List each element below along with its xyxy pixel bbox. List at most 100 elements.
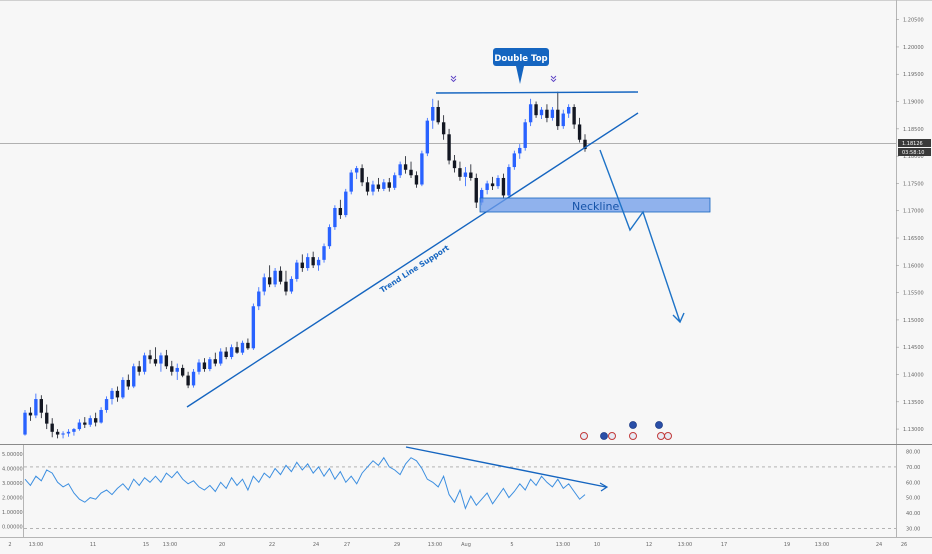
- candle-body: [354, 168, 359, 173]
- price-tick-label: 1.20500: [903, 18, 924, 24]
- us-flag-icon[interactable]: [608, 432, 616, 440]
- event-icons[interactable]: [580, 421, 672, 440]
- candle-body: [186, 375, 190, 386]
- candle-body: [512, 153, 517, 168]
- candle-body: [311, 257, 315, 266]
- us-flag-icon[interactable]: [580, 432, 588, 440]
- candle-body: [365, 182, 370, 192]
- price-tick-label: 1.19500: [903, 72, 924, 78]
- time-tick-label: 13:00: [428, 542, 442, 548]
- candle-body: [126, 379, 130, 387]
- eu-flag-icon[interactable]: [655, 421, 663, 429]
- candlestick-series: [23, 91, 587, 439]
- candle-body: [175, 367, 179, 372]
- candle-body: [572, 106, 576, 125]
- candle-body: [23, 412, 27, 435]
- candle-body: [132, 366, 136, 387]
- candle-body: [528, 104, 533, 123]
- candle-body: [267, 277, 272, 285]
- candle-body: [99, 409, 103, 423]
- price-tick-label: 1.16500: [903, 236, 924, 242]
- double-top-label-bg: [493, 48, 549, 66]
- top-marker-right: [550, 75, 557, 83]
- price-tick-label: 1.16000: [903, 263, 924, 269]
- candle-body: [170, 366, 174, 372]
- candle-body: [61, 433, 65, 435]
- double-top-label: Double Top: [494, 54, 547, 64]
- candle-body: [240, 342, 245, 353]
- candle-body: [360, 168, 364, 183]
- candle-body: [507, 167, 511, 196]
- candle-body: [333, 207, 337, 228]
- candle-body: [202, 362, 207, 370]
- candle-body: [45, 412, 49, 424]
- price-tick-label: 1.19000: [903, 100, 924, 106]
- time-tick-label: 13:00: [678, 542, 692, 548]
- candle-body: [523, 122, 527, 148]
- price-axis: 1.20500 1.20000 1.19500 1.19000 1.18500 1.180…: [896, 18, 924, 433]
- candle-body: [420, 153, 424, 185]
- projection-arrowhead: [672, 312, 685, 324]
- candle-body: [474, 177, 478, 203]
- candle-body: [550, 109, 555, 118]
- price-tick-label: 1.13000: [903, 427, 924, 433]
- candle-body: [110, 390, 114, 400]
- candle-body: [191, 371, 196, 386]
- candle-body: [229, 347, 234, 358]
- price-tick-label: 1.13500: [903, 400, 924, 406]
- oscillator-right-axis: 80.00 70.00 60.00 50.00 40.00 30.00: [906, 450, 920, 533]
- us-flag-icon[interactable]: [657, 432, 665, 440]
- countdown-value: 03:58:10: [902, 150, 924, 156]
- candle-body: [289, 278, 294, 292]
- oscillator-right-tick-label: 80.00: [906, 450, 920, 456]
- chevron-down-icon: [550, 75, 557, 80]
- oscillator-left-tick-label: 3.00000: [2, 481, 23, 487]
- double-top-pointer: [516, 66, 524, 84]
- time-tick-label: Aug: [461, 542, 471, 548]
- neckline-zone: [479, 197, 711, 213]
- eu-flag-icon[interactable]: [600, 432, 608, 440]
- us-flag-icon[interactable]: [629, 432, 637, 440]
- candle-body: [251, 306, 256, 349]
- time-tick-label: 22: [269, 542, 275, 548]
- last-price-value: 1.18126: [902, 141, 923, 147]
- candle-body: [447, 134, 451, 161]
- resistance-line: [435, 91, 639, 94]
- candle-body: [539, 109, 544, 116]
- candle-body: [496, 177, 500, 187]
- top-marker-left: [450, 75, 457, 83]
- candle-body: [403, 164, 408, 170]
- candle-body: [414, 175, 419, 185]
- countdown-tag: [898, 148, 931, 156]
- eu-flag-icon[interactable]: [629, 421, 637, 429]
- time-tick-label: 19: [784, 542, 790, 548]
- time-tick-label: 13:00: [29, 542, 43, 548]
- candle-body: [545, 109, 549, 118]
- candle-body: [197, 362, 201, 372]
- candle-body: [300, 262, 304, 269]
- oscillator-line: [24, 456, 586, 510]
- oscillator-left-tick-label: 2.00000: [2, 496, 23, 502]
- chevron-down-icon: [450, 75, 457, 80]
- price-tick-label: 1.17000: [903, 209, 924, 215]
- double-top-callout: Double Top: [493, 48, 549, 84]
- us-flag-icon[interactable]: [664, 432, 672, 440]
- oscillator-left-tick-label: 4.00000: [2, 467, 23, 473]
- candle-body: [39, 399, 43, 413]
- candle-body: [262, 277, 266, 292]
- candle-body: [55, 431, 60, 435]
- candle-body: [295, 262, 299, 279]
- candle-body: [159, 355, 163, 364]
- time-tick-label: 17: [721, 542, 727, 548]
- candle-body: [561, 113, 565, 127]
- candle-body: [583, 139, 587, 150]
- price-tick-label: 1.14500: [903, 345, 924, 351]
- last-price-tag: [898, 139, 931, 147]
- time-axis: 2 13:00 11 15 13:00 20 22 24 27 29 13:00 Aug 5 13:00 1…: [8, 542, 907, 548]
- candle-body: [28, 412, 33, 416]
- oscillator-right-tick-label: 30.00: [906, 526, 920, 532]
- candle-body: [490, 183, 495, 187]
- candle-body: [452, 160, 457, 169]
- candle-body: [316, 259, 321, 266]
